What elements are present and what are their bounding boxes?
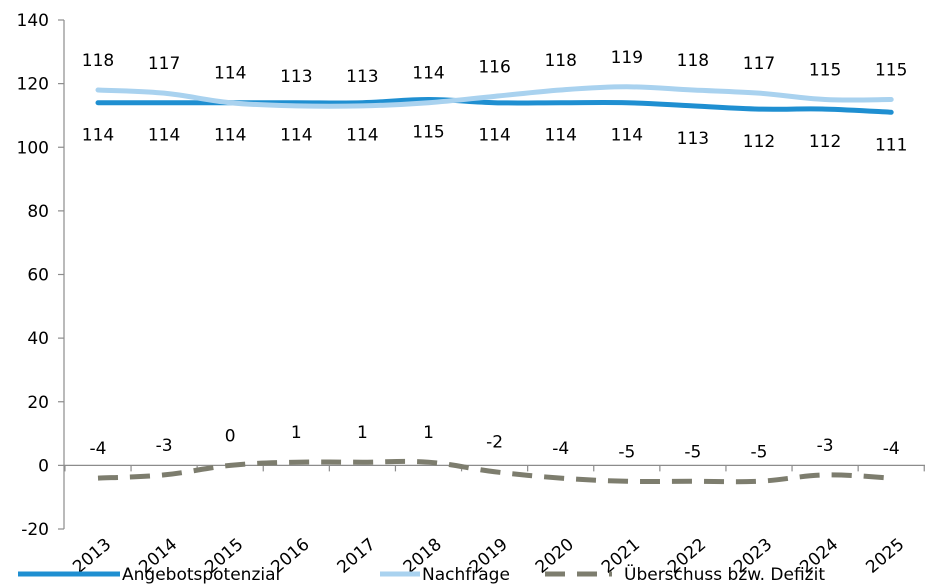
data-label: 111 [875, 135, 907, 155]
data-label: -2 [486, 433, 503, 453]
y-tick-label: 100 [17, 138, 49, 158]
y-tick-label: 140 [17, 11, 49, 31]
legend-label-1: Nachfrage [422, 565, 510, 585]
data-label: 115 [809, 61, 841, 81]
legend: Angebotspotenzial Nachfrage Überschuss bzw… [18, 563, 825, 585]
series-lines-group [95, 84, 894, 485]
data-label: 114 [148, 126, 180, 146]
data-label: 113 [346, 67, 378, 87]
data-label: 0 [225, 426, 236, 446]
y-tick-label: 80 [27, 202, 49, 222]
data-label: 1 [291, 423, 302, 443]
y-tick-label: 60 [27, 266, 49, 286]
data-label: 118 [82, 51, 114, 71]
x-tick-label: 2025 [862, 535, 908, 578]
data-label: 118 [544, 51, 576, 71]
data-labels-group: 114 114 114 114 114 115 114 114 114 113 112 112 1111… [82, 48, 908, 462]
data-label: 117 [148, 54, 180, 74]
data-label: -4 [552, 439, 569, 459]
data-label: 1 [357, 423, 368, 443]
data-label: 115 [412, 123, 444, 143]
y-tick-label: 0 [38, 456, 49, 476]
data-label: 114 [544, 126, 576, 146]
data-label: -5 [618, 442, 635, 462]
data-label: 114 [346, 126, 378, 146]
y-tick-label: 120 [17, 75, 49, 95]
x-tick-label: 2020 [532, 535, 578, 578]
y-tick-label: 20 [27, 393, 49, 413]
data-label: 116 [478, 57, 510, 77]
data-label: 1 [423, 423, 434, 443]
data-label: 118 [677, 51, 709, 71]
data-label: 112 [743, 132, 775, 152]
x-tick-label: 2013 [69, 535, 115, 578]
data-label: 117 [743, 54, 775, 74]
data-label: 113 [280, 67, 312, 87]
data-label: 112 [809, 132, 841, 152]
series-line-2 [97, 458, 892, 485]
data-label: 114 [478, 126, 510, 146]
data-label: -4 [90, 439, 107, 459]
data-label: -3 [156, 436, 173, 456]
x-tick-label: 2017 [334, 535, 380, 578]
data-label: -3 [817, 436, 834, 456]
series-line-1 [95, 84, 894, 109]
y-tick-label: -20 [21, 520, 49, 540]
legend-label-2: Überschuss bzw. Defizit [624, 563, 825, 585]
data-label: 115 [875, 61, 907, 81]
data-label: 114 [412, 64, 444, 84]
data-label: 114 [214, 126, 246, 146]
data-label: 119 [611, 48, 643, 68]
data-label: 114 [280, 126, 312, 146]
data-label: -4 [883, 439, 900, 459]
data-label: -5 [751, 442, 768, 462]
legend-label-0: Angebotspotenzial [122, 565, 280, 585]
data-label: 114 [611, 126, 643, 146]
data-label: -5 [684, 442, 701, 462]
data-label: 113 [677, 129, 709, 149]
y-tick-label: 40 [27, 329, 49, 349]
data-label: 114 [82, 126, 114, 146]
data-label: 114 [214, 64, 246, 84]
